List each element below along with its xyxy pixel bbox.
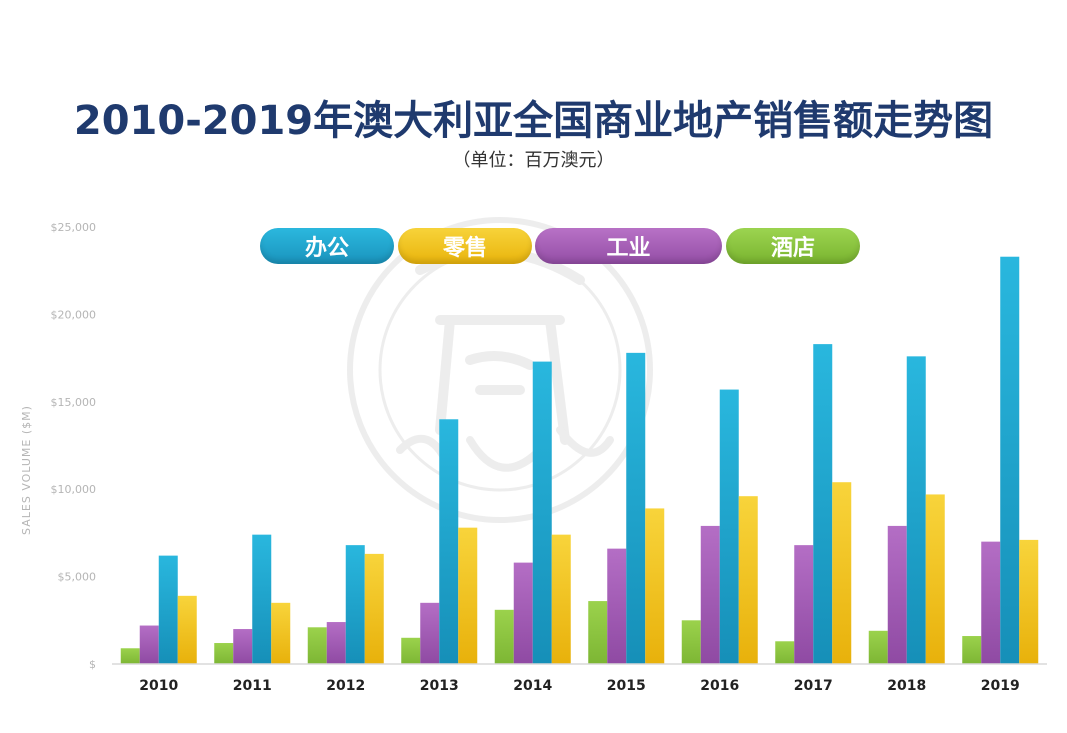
chart-subtitle: （单位：百万澳元） xyxy=(452,150,615,171)
bar-hotel-2014 xyxy=(494,609,514,664)
bar-retail-2018 xyxy=(925,494,945,664)
bar-retail-2011 xyxy=(271,602,291,664)
bar-industrial-2018 xyxy=(887,525,907,664)
bar-office-2017 xyxy=(813,344,833,664)
bar-office-2019 xyxy=(1000,256,1020,664)
x-tick-label: 2012 xyxy=(326,678,365,694)
bar-industrial-2015 xyxy=(607,548,627,664)
bar-hotel-2010 xyxy=(120,648,140,664)
x-tick-label: 2011 xyxy=(233,678,272,694)
bar-retail-2014 xyxy=(551,534,571,664)
y-tick-label: $10,000 xyxy=(51,483,97,496)
chart-title: 2010-2019年澳大利亚全国商业地产销售额走势图 xyxy=(73,98,994,144)
bar-office-2014 xyxy=(532,361,552,664)
bar-office-2013 xyxy=(439,419,459,664)
legend-item-retail: 零售 xyxy=(398,228,532,264)
legend-item-industrial: 工业 xyxy=(535,228,722,264)
legend-label-office: 办公 xyxy=(304,236,349,261)
bar-office-2010 xyxy=(158,555,178,664)
bar-industrial-2019 xyxy=(981,541,1001,664)
bar-hotel-2015 xyxy=(588,601,608,664)
x-tick-label: 2013 xyxy=(420,678,459,694)
bar-retail-2019 xyxy=(1019,539,1039,664)
bar-industrial-2014 xyxy=(513,562,533,664)
bar-industrial-2013 xyxy=(420,602,440,664)
bar-office-2015 xyxy=(626,352,646,664)
bar-retail-2017 xyxy=(832,482,852,664)
y-tick-label: $ xyxy=(89,658,96,671)
x-tick-label: 2018 xyxy=(887,678,926,694)
x-tick-label: 2015 xyxy=(607,678,646,694)
legend-label-industrial: 工业 xyxy=(606,236,651,261)
bar-hotel-2016 xyxy=(681,620,701,664)
bar-retail-2015 xyxy=(645,508,665,664)
bar-office-2012 xyxy=(345,545,365,664)
y-tick-label: $25,000 xyxy=(51,221,97,234)
bar-office-2016 xyxy=(719,389,739,664)
bar-industrial-2011 xyxy=(233,629,253,664)
bar-hotel-2013 xyxy=(401,637,421,664)
y-tick-label: $20,000 xyxy=(51,308,97,321)
bar-hotel-2012 xyxy=(307,627,327,664)
x-tick-label: 2010 xyxy=(139,678,178,694)
bar-retail-2013 xyxy=(458,527,478,664)
x-tick-label: 2016 xyxy=(700,678,739,694)
legend-label-retail: 零售 xyxy=(442,236,487,261)
y-axis-label: SALES VOLUME ($M) xyxy=(20,405,33,535)
bar-industrial-2012 xyxy=(326,622,346,664)
y-tick-label: $5,000 xyxy=(58,571,97,584)
bar-hotel-2019 xyxy=(962,636,982,664)
bar-hotel-2018 xyxy=(868,630,888,664)
x-tick-label: 2019 xyxy=(981,678,1020,694)
bar-office-2018 xyxy=(906,356,926,664)
legend-label-hotel: 酒店 xyxy=(770,236,815,261)
bar-hotel-2017 xyxy=(775,641,795,664)
x-tick-label: 2014 xyxy=(513,678,552,694)
bar-hotel-2011 xyxy=(214,643,234,664)
legend-item-hotel: 酒店 xyxy=(726,228,860,264)
bar-retail-2016 xyxy=(738,496,758,664)
legend-item-office: 办公 xyxy=(260,228,394,264)
bar-industrial-2010 xyxy=(139,625,159,664)
bar-office-2011 xyxy=(252,534,272,664)
bar-industrial-2017 xyxy=(794,545,814,664)
x-tick-label: 2017 xyxy=(794,678,833,694)
y-tick-label: $15,000 xyxy=(51,396,97,409)
bar-industrial-2016 xyxy=(700,525,720,664)
bar-retail-2010 xyxy=(177,595,197,664)
bar-retail-2012 xyxy=(364,553,384,664)
